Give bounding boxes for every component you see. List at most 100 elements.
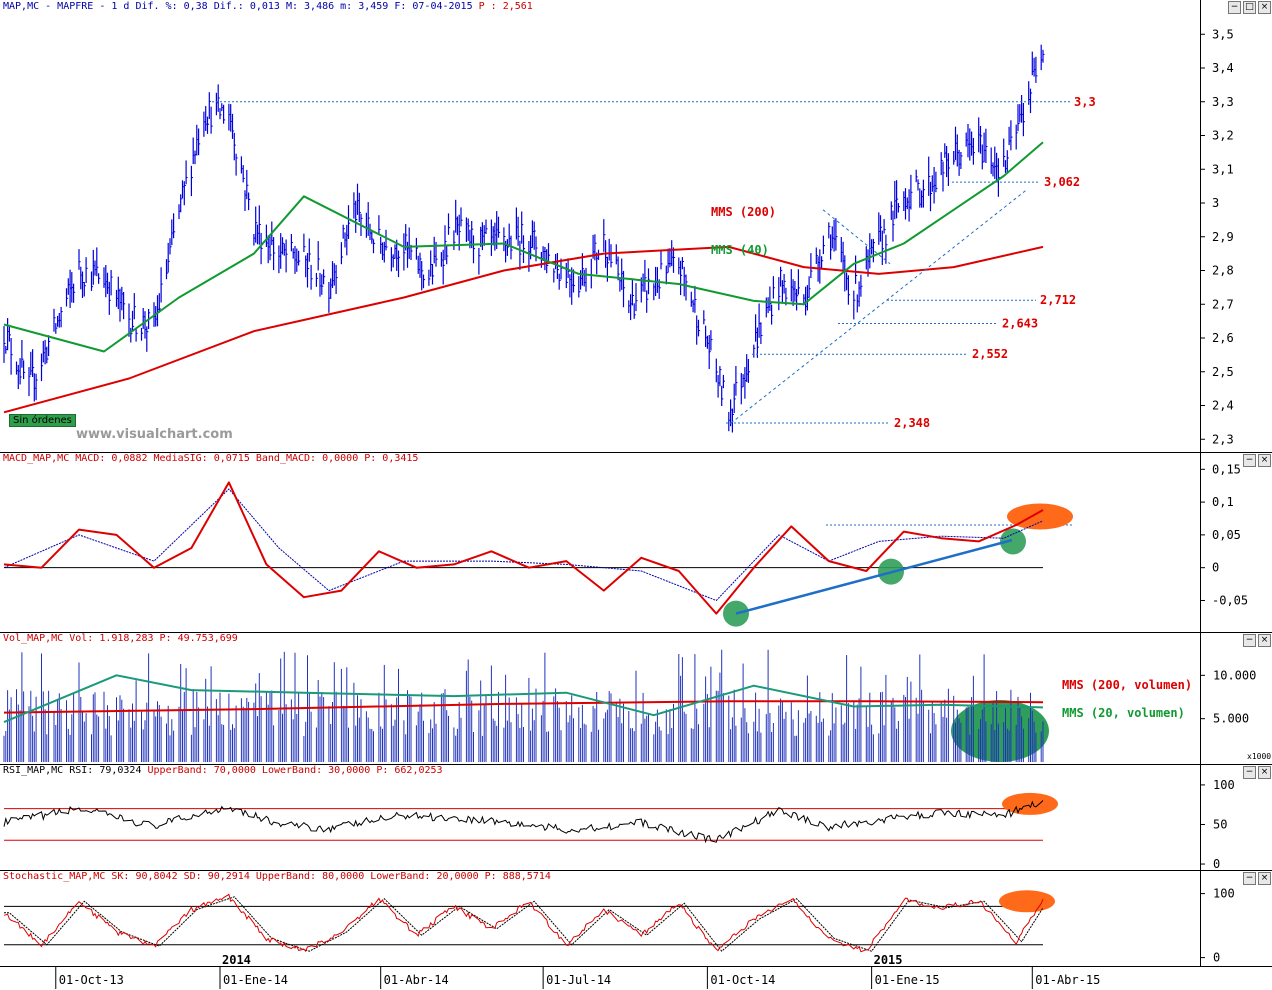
macd-signal-line xyxy=(3,488,1044,601)
vol-close-button[interactable]: × xyxy=(1258,634,1271,647)
watermark: www.visualchart.com xyxy=(76,427,233,442)
window-buttons: − □ × xyxy=(1228,1,1271,14)
stoch-header: Stochastic_MAP,MC SK: 90,8042 SD: 90,291… xyxy=(3,871,551,882)
price-tick-label: 3,3 xyxy=(1212,95,1234,109)
year-label-2014: 2014 xyxy=(222,953,251,967)
level-label: 2,552 xyxy=(972,347,1008,361)
date-tick-label: 01-Oct-13 xyxy=(59,973,124,987)
rsi-window-buttons: − × xyxy=(1243,766,1271,779)
close-button[interactable]: × xyxy=(1258,1,1271,14)
rsi-minimize-button[interactable]: − xyxy=(1243,766,1256,779)
date-tick-label: 01-Abr-14 xyxy=(384,973,449,987)
price-tick-label: 3,4 xyxy=(1212,61,1234,75)
date-tick-label: 01-Jul-14 xyxy=(546,973,611,987)
macd-trendline xyxy=(735,538,1013,615)
minimize-button[interactable]: − xyxy=(1228,1,1241,14)
rsi-tick-label: 100 xyxy=(1213,778,1235,792)
rsi-header-upper: UpperBand: 70,0000 xyxy=(147,765,256,776)
price-tick-label: 2,7 xyxy=(1212,297,1234,311)
stochastic-axis: − × xyxy=(1200,870,1272,967)
stoch-tick-label: 0 xyxy=(1213,951,1220,965)
date-axis xyxy=(0,966,1272,990)
vol-mms20-annotation: MMS (20, volumen) xyxy=(1062,706,1185,720)
rsi-highlight xyxy=(1002,792,1058,815)
price-tick-label: 3,2 xyxy=(1212,129,1234,143)
stoch-minimize-button[interactable]: − xyxy=(1243,872,1256,885)
macd-tick-label: 0 xyxy=(1212,561,1219,575)
level-label: 2,643 xyxy=(1002,316,1038,330)
rsi-header: RSI_MAP,MC RSI: 79,0324 UpperBand: 70,00… xyxy=(3,765,443,776)
resistance-trendline xyxy=(822,209,891,265)
stoch-window-buttons: − × xyxy=(1243,872,1271,885)
stoch-header-main: Stochastic_MAP,MC SK: 90,8042 SD: 90,291… xyxy=(3,871,479,882)
vol-header: Vol_MAP,MC Vol: 1.918,283 P: 49.753,699 xyxy=(3,633,238,644)
mms40-line xyxy=(3,141,1044,353)
volume-highlight xyxy=(951,700,1049,762)
price-header: MAP,MC - MAPFRE - 1 d Dif. %: 0,38 Dif.:… xyxy=(3,1,533,12)
rsi-panel[interactable]: RSI_MAP,MC RSI: 79,0324 UpperBand: 70,00… xyxy=(0,764,1200,871)
stoch-close-button[interactable]: × xyxy=(1258,872,1271,885)
level-label: 2,712 xyxy=(1040,293,1076,307)
level-label: 3,3 xyxy=(1074,95,1096,109)
macd-window-buttons: − × xyxy=(1243,454,1271,467)
price-tick-label: 2,6 xyxy=(1212,331,1234,345)
stoch-sd-line xyxy=(4,896,1044,952)
macd-minimize-button[interactable]: − xyxy=(1243,454,1256,467)
price-tick-label: 3 xyxy=(1212,196,1219,210)
macd-tick-label: 0,05 xyxy=(1212,528,1241,542)
date-tick-label: 01-Ene-15 xyxy=(875,973,940,987)
vol-unit-label: x1000 xyxy=(1247,752,1271,761)
vol-tick-label: 10.000 xyxy=(1213,668,1256,682)
price-panel[interactable]: MAP,MC - MAPFRE - 1 d Dif. %: 0,38 Dif.:… xyxy=(0,0,1200,452)
date-tick-label: 01-Abr-15 xyxy=(1035,973,1100,987)
stoch-sk-line xyxy=(3,893,1044,953)
price-tick-label: 3,1 xyxy=(1212,162,1234,176)
rsi-header-lower: LowerBand: 30,0000 xyxy=(261,765,371,776)
stoch-header-extra: P: 888,5714 xyxy=(484,871,551,882)
price-tick-label: 2,4 xyxy=(1212,399,1234,413)
rsi-header-main: RSI_MAP,MC RSI: 79,0324 xyxy=(3,765,142,776)
price-header-main: MAP,MC - MAPFRE - 1 d Dif. %: 0,38 Dif.:… xyxy=(3,1,473,12)
mms200-line xyxy=(3,245,1044,414)
vol-mms200-line xyxy=(3,700,1044,714)
macd-highlight-high xyxy=(1000,528,1026,555)
rsi-line xyxy=(3,800,1044,844)
price-tick-label: 2,9 xyxy=(1212,230,1234,244)
volume-axis: − × xyxy=(1200,632,1272,765)
macd-tick-label: -0,05 xyxy=(1212,593,1248,607)
year-label-2015: 2015 xyxy=(874,953,903,967)
vol-tick-label: 5.000 xyxy=(1213,712,1249,726)
stoch-tick-label: 100 xyxy=(1213,887,1235,901)
macd-close-button[interactable]: × xyxy=(1258,454,1271,467)
maximize-button[interactable]: □ xyxy=(1243,1,1256,14)
vol-window-buttons: − × xyxy=(1243,634,1271,647)
price-tick-label: 2,3 xyxy=(1212,432,1234,446)
date-tick-label: 01-Ene-14 xyxy=(223,973,288,987)
rsi-tick-label: 50 xyxy=(1213,817,1227,831)
mms40-annotation: MMS (40) xyxy=(711,243,769,257)
price-axis: − □ × xyxy=(1200,0,1272,452)
macd-header: MACD_MAP,MC MACD: 0,0882 MediaSIG: 0,071… xyxy=(3,453,419,464)
vol-mms20-line xyxy=(3,674,1044,724)
rsi-axis: − × xyxy=(1200,764,1272,871)
macd-tick-label: 0,1 xyxy=(1212,495,1234,509)
vol-mms200-annotation: MMS (200, volumen) xyxy=(1062,678,1192,692)
vol-minimize-button[interactable]: − xyxy=(1243,634,1256,647)
macd-highlight-orange xyxy=(1007,503,1073,530)
date-tick-label: 01-Oct-14 xyxy=(710,973,775,987)
level-label: 3,062 xyxy=(1044,175,1080,189)
level-label: 2,348 xyxy=(894,416,930,430)
orders-badge[interactable]: Sin órdenes xyxy=(9,414,76,427)
rsi-close-button[interactable]: × xyxy=(1258,766,1271,779)
macd-axis: − × xyxy=(1200,452,1272,633)
stoch-highlight xyxy=(999,890,1055,913)
price-tick-label: 2,5 xyxy=(1212,365,1234,379)
price-header-extra: P : 2,561 xyxy=(478,1,533,12)
macd-line xyxy=(3,481,1044,615)
mms200-annotation: MMS (200) xyxy=(711,205,776,219)
macd-tick-label: 0,15 xyxy=(1212,462,1241,476)
rsi-header-extra: P: 662,0253 xyxy=(376,765,443,776)
rsi-tick-label: 0 xyxy=(1213,857,1220,871)
support-trendline xyxy=(730,189,1028,424)
